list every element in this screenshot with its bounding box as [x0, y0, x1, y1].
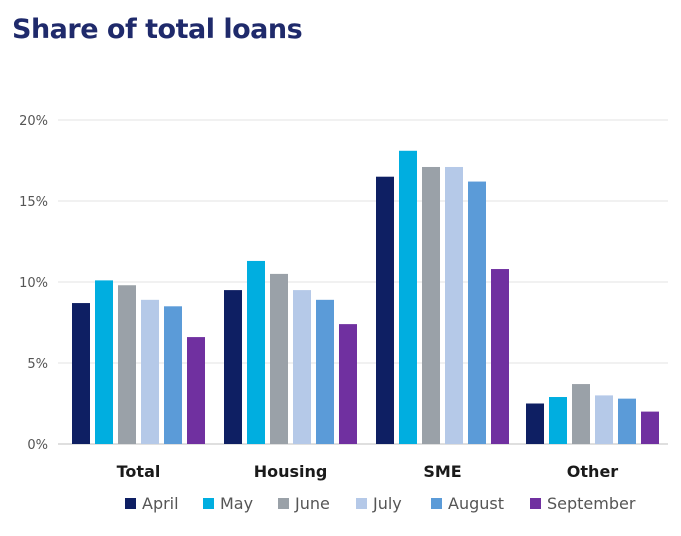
legend-label: August: [448, 494, 504, 513]
legend-swatch: [530, 498, 541, 509]
legend-swatch: [356, 498, 367, 509]
bar-april-sme: [376, 176, 394, 444]
y-axis-ticks: 0% 5% 10% 15% 20%: [19, 114, 48, 453]
bar-september-total: [187, 337, 205, 444]
bar-june-total: [118, 285, 136, 444]
bar-august-housing: [316, 299, 334, 444]
bar-august-total: [164, 306, 182, 444]
bar-july-sme: [445, 166, 463, 445]
legend-swatch: [431, 498, 442, 509]
legend-label: September: [547, 494, 636, 513]
bar-april-other: [526, 403, 544, 444]
y-tick-label: 5%: [27, 357, 48, 372]
bar-may-total: [95, 280, 113, 444]
legend-swatch: [125, 498, 136, 509]
bar-july-total: [141, 299, 159, 444]
bar-september-sme: [491, 269, 509, 444]
legend-label: July: [372, 494, 402, 513]
x-category-label: Housing: [254, 462, 328, 481]
bar-august-other: [618, 398, 636, 444]
x-category-label: Other: [567, 462, 618, 481]
bar-july-housing: [293, 290, 311, 444]
bar-june-sme: [422, 166, 440, 445]
legend-label: April: [142, 494, 179, 513]
x-category-label: Total: [117, 462, 161, 481]
bar-september-other: [641, 411, 659, 444]
bar-august-sme: [468, 181, 486, 444]
y-tick-label: 10%: [19, 276, 48, 291]
x-category-label: SME: [423, 462, 461, 481]
legend: April May June July August September: [125, 494, 636, 513]
chart-title: Share of total loans: [12, 14, 303, 45]
bar-april-total: [72, 303, 90, 444]
x-axis-categories: Total Housing SME Other: [117, 462, 619, 481]
bars: [72, 150, 659, 445]
bar-june-housing: [270, 273, 288, 444]
bar-june-other: [572, 384, 590, 444]
bar-may-other: [549, 397, 567, 444]
bar-september-housing: [339, 324, 357, 444]
bar-april-housing: [224, 290, 242, 444]
legend-label: June: [294, 494, 330, 513]
bar-may-sme: [399, 150, 417, 444]
legend-swatch: [203, 498, 214, 509]
y-tick-label: 15%: [19, 195, 48, 210]
legend-swatch: [278, 498, 289, 509]
bar-july-other: [595, 395, 613, 444]
y-tick-label: 20%: [19, 114, 48, 129]
legend-label: May: [220, 494, 253, 513]
bar-may-housing: [247, 260, 265, 444]
y-tick-label: 0%: [27, 438, 48, 453]
